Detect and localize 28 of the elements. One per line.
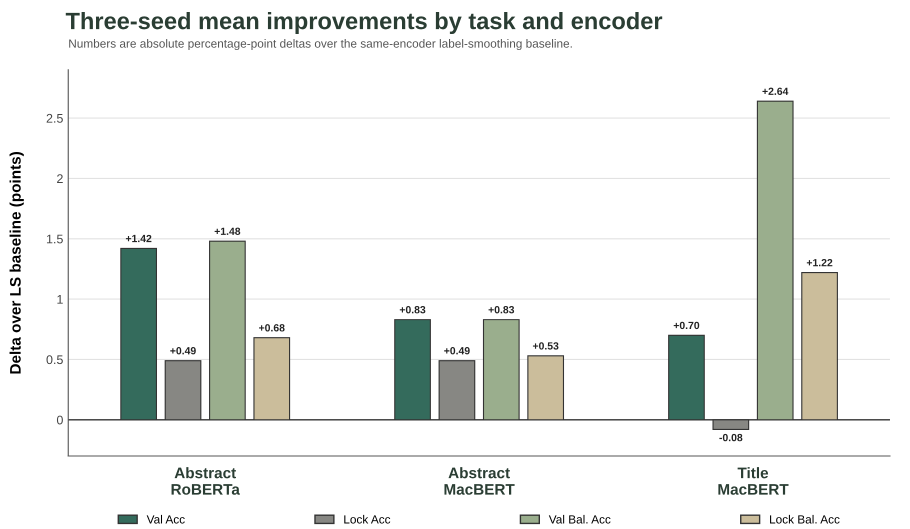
data-label: +0.49 <box>170 347 196 354</box>
y-tick-label: 0.5 <box>46 355 63 364</box>
x-tick-label: Abstract MacBERT <box>444 467 515 495</box>
data-label: +0.53 <box>532 342 558 350</box>
data-label: +0.68 <box>259 324 285 332</box>
data-label: +0.83 <box>488 306 514 314</box>
data-label: +1.22 <box>806 258 832 266</box>
x-tick-label: Title MacBERT <box>718 467 789 495</box>
legend-label: Lock Bal. Acc <box>770 514 840 524</box>
legend-label: Val Acc <box>146 514 185 524</box>
y-tick-label: 1 <box>57 295 63 304</box>
data-label: +0.70 <box>674 322 700 330</box>
data-label: +1.42 <box>126 234 152 242</box>
chart-title: Three-seed mean improvements by task and encoder <box>66 12 662 34</box>
data-label: +2.64 <box>762 88 788 95</box>
data-label: +0.49 <box>444 347 470 354</box>
x-tick-label: Abstract RoBERTa <box>172 467 240 495</box>
data-label: -0.08 <box>719 434 742 442</box>
data-label: +0.83 <box>400 306 426 314</box>
data-label: +1.48 <box>214 228 240 235</box>
legend-label: Val Bal. Acc <box>548 514 611 524</box>
y-axis-title: Delta over LS baseline (points) <box>10 152 24 374</box>
y-tick-label: 2.5 <box>46 114 63 123</box>
chart-subtitle: Numbers are absolute percentage-point deltas over the same-encoder label-smoothing baseline. <box>69 39 572 50</box>
legend-label: Lock Acc <box>344 514 390 524</box>
y-tick-label: 1.5 <box>46 234 63 244</box>
y-tick-label: 0 <box>56 416 63 424</box>
y-tick-label: 2 <box>57 174 63 183</box>
